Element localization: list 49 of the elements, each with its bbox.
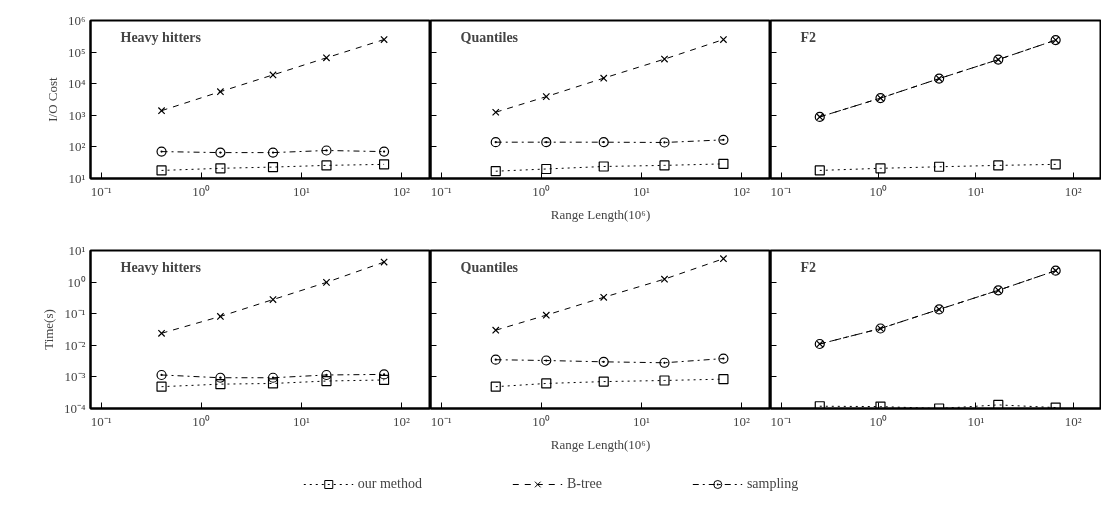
x-tick-label: 10⁰	[192, 413, 211, 429]
text: Heavy hitters	[120, 29, 202, 45]
x-tick-label: 10¹	[632, 413, 650, 429]
text: F2	[800, 29, 817, 45]
legend-label: sampling	[746, 476, 799, 492]
x-tick-label: 10⁻¹	[430, 183, 452, 199]
y-tick-label: 10⁻²	[64, 337, 86, 353]
text: F2	[800, 259, 817, 275]
y-tick-label: 10²	[68, 139, 86, 155]
x-tick-label: 10²	[393, 413, 411, 429]
y-tick-label: 10¹	[68, 171, 86, 186]
x-tick-label: 10¹	[292, 183, 310, 199]
x-tick-label: 10²	[733, 183, 751, 199]
y-tick-label: 10⁰	[67, 274, 86, 290]
x-tick-label: 10⁰	[869, 183, 888, 199]
x-tick-label: 10¹	[967, 183, 985, 199]
x-tick-label: 10¹	[632, 183, 650, 199]
text: Quantiles	[460, 259, 519, 275]
y-tick-label: 10⁻¹	[64, 306, 86, 322]
y-tick-label: 10⁻⁴	[63, 401, 86, 416]
text: Quantiles	[460, 29, 519, 45]
y-tick-label: 10⁴	[67, 76, 86, 92]
x-tick-label: 10²	[1064, 183, 1082, 199]
x-tick-label: 10²	[733, 413, 751, 429]
x-axis-title: Range Length(10⁶)	[550, 436, 651, 452]
y-tick-label: 10⁻³	[64, 369, 86, 385]
x-tick-label: 10⁰	[869, 413, 888, 429]
x-tick-label: 10²	[393, 183, 411, 199]
x-tick-label: 10⁻¹	[770, 413, 792, 429]
x-tick-label: 10²	[1064, 413, 1082, 429]
y-tick-label: 10¹	[68, 243, 86, 258]
text: Heavy hitters	[120, 259, 202, 275]
x-tick-label: 10⁻¹	[90, 413, 112, 429]
x-tick-label: 10⁻¹	[430, 413, 452, 429]
legend-label: B-tree	[566, 476, 602, 492]
y-axis-title: Time(s)	[40, 309, 56, 350]
x-tick-label: 10⁰	[532, 413, 551, 429]
legend-label: our method	[357, 476, 422, 492]
x-axis-title: Range Length(10⁶)	[550, 206, 651, 222]
x-tick-label: 10⁰	[192, 183, 211, 199]
x-tick-label: 10¹	[967, 413, 985, 429]
x-tick-label: 10⁰	[532, 183, 551, 199]
y-tick-label: 10⁵	[67, 44, 86, 60]
x-tick-label: 10⁻¹	[90, 183, 112, 199]
y-tick-label: 10⁶	[67, 13, 86, 28]
y-tick-label: 10³	[68, 107, 86, 123]
y-axis-title: I/O Cost	[44, 76, 60, 122]
x-tick-label: 10¹	[292, 413, 310, 429]
x-tick-label: 10⁻¹	[770, 183, 792, 199]
